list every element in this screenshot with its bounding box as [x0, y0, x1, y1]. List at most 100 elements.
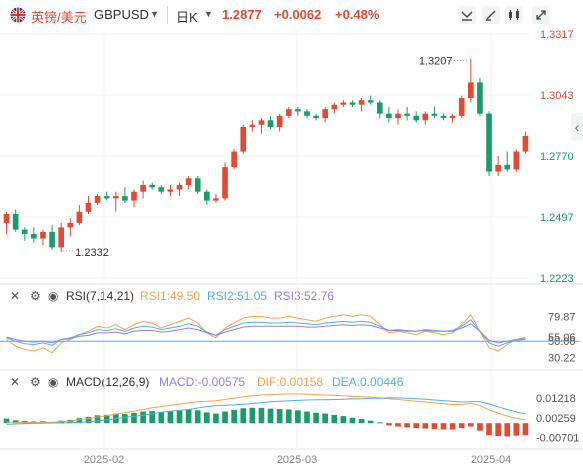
candle-body — [386, 113, 392, 119]
macd-histogram-bar — [431, 423, 438, 429]
candle-body — [112, 196, 119, 199]
rsi1-value: RSI1:49.50 — [140, 289, 201, 303]
candle-body — [358, 100, 365, 105]
macd-histogram-bar — [449, 423, 456, 430]
collapse-panel-button[interactable]: ‹ — [571, 113, 583, 141]
close-icon[interactable]: ✕ — [10, 375, 21, 389]
candle-body — [313, 115, 319, 119]
candle-body — [140, 184, 146, 192]
candle-body — [295, 109, 301, 112]
macd-histogram-bar — [131, 412, 137, 424]
macd-histogram-bar — [240, 408, 247, 424]
dropdown-icon[interactable]: ▼ — [204, 9, 213, 19]
price-axis-label: 1.2223 — [540, 273, 574, 285]
last-price: 1.2877 — [222, 7, 262, 22]
dif-value: DIF:0.00158 — [257, 375, 324, 389]
divider — [167, 6, 168, 24]
candle-body — [258, 120, 265, 125]
candle-body — [349, 102, 356, 105]
macd-axis-label: -0.00701 — [536, 433, 579, 445]
pair-code[interactable]: GBPUSD — [94, 7, 149, 22]
high-annotation: 1.3207 — [419, 56, 453, 68]
macd-histogram-bar — [122, 414, 128, 424]
macd-histogram-bar — [258, 407, 265, 424]
macd-histogram-bar — [477, 423, 483, 431]
candle-body — [513, 151, 520, 170]
candle-body — [240, 127, 247, 152]
expand-icon — [536, 10, 546, 20]
candle-body — [367, 100, 374, 103]
price-axis-label: 1.2770 — [540, 151, 574, 163]
rsi2-value: RSI2:51.05 — [207, 289, 268, 303]
pair-name[interactable]: 英镑/美元 — [31, 10, 87, 25]
settings-icon[interactable]: ⚙ — [30, 375, 41, 389]
candle-body — [194, 178, 201, 192]
candle-body — [222, 167, 228, 199]
period-selector[interactable]: 日K — [176, 10, 198, 25]
draw-button[interactable] — [482, 6, 500, 24]
rsi-name: RSI(7,14,21) — [66, 289, 135, 303]
macd-histogram-bar — [249, 407, 256, 424]
chart-header: 英镑/美元 GBPUSD ▼ 日K ▼ 1.2877 +0.0062 +0.48… — [0, 0, 583, 30]
candle-body — [267, 120, 274, 128]
candle-body — [304, 111, 310, 116]
candle-body — [231, 151, 237, 168]
macd-histogram-bar — [304, 411, 310, 424]
rsi3-value: RSI3:52.76 — [274, 289, 335, 303]
candle-body — [94, 196, 101, 203]
macd-histogram-bar — [413, 423, 420, 429]
macd-axis-label: 0.00259 — [536, 413, 576, 425]
candle-body — [495, 164, 501, 172]
macd-histogram-bar — [285, 409, 292, 424]
price-axis-label: 1.3317 — [540, 29, 574, 41]
candle-body — [249, 124, 256, 128]
fullscreen-button[interactable] — [532, 6, 550, 24]
rsi-axis-label: 79.87 — [548, 312, 576, 324]
macd-histogram-bar — [295, 410, 301, 424]
candle-body — [468, 82, 474, 99]
indicator-button[interactable] — [458, 6, 476, 24]
price-axis-label: 1.2497 — [540, 212, 574, 224]
candle-body — [31, 234, 37, 239]
macd-histogram-bar — [358, 419, 365, 424]
dropdown-icon[interactable]: ▼ — [150, 9, 159, 19]
macd-histogram-bar — [513, 423, 520, 436]
macd-histogram-bar — [468, 423, 474, 427]
eye-icon[interactable]: ◉ — [48, 375, 59, 389]
macd-histogram-bar — [331, 414, 338, 424]
candle-body — [12, 213, 19, 230]
candle-body — [167, 189, 174, 192]
macd-histogram-bar — [504, 423, 511, 437]
settings-icon[interactable]: ⚙ — [30, 289, 41, 303]
price-axis-label: 1.3043 — [540, 90, 574, 102]
candle-type-button[interactable] — [505, 6, 523, 24]
eye-icon[interactable]: ◉ — [48, 289, 59, 303]
macd-histogram-bar — [158, 411, 165, 424]
macd-histogram-bar — [103, 414, 110, 424]
candle-body — [67, 222, 74, 228]
x-axis-label: 2025-03 — [277, 454, 317, 466]
macd-name: MACD(12,26,9) — [66, 375, 150, 389]
macd-histogram-bar — [322, 413, 328, 424]
candle-body — [422, 113, 429, 121]
dea-line — [6, 397, 526, 425]
candle-body — [49, 231, 55, 248]
macd-histogram-bar — [176, 410, 183, 424]
candle-body — [185, 178, 192, 185]
candle-body — [3, 213, 10, 223]
x-axis-label: 2025-02 — [84, 454, 124, 466]
macd-histogram-bar — [85, 416, 92, 424]
macd-histogram-bar — [213, 413, 219, 424]
candle-body — [122, 196, 128, 201]
macd-histogram-bar — [376, 422, 383, 424]
candle-body — [58, 227, 64, 248]
candle-body — [331, 104, 338, 110]
candle-body — [431, 113, 438, 116]
close-icon[interactable]: ✕ — [10, 289, 21, 303]
macd-histogram-bar — [522, 423, 529, 436]
macd-histogram-bar — [340, 416, 347, 424]
macd-histogram-bar — [276, 409, 283, 424]
macd-histogram-bar — [440, 423, 447, 430]
macd-histogram-bar — [395, 423, 401, 427]
